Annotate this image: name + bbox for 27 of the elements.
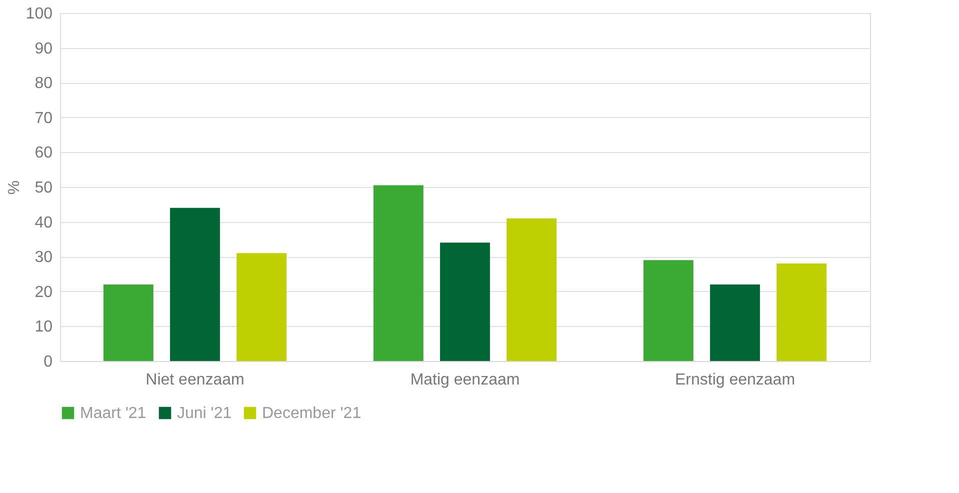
y-tick-label: 20 bbox=[34, 284, 53, 301]
y-tick-label: 70 bbox=[34, 110, 53, 127]
bar bbox=[506, 218, 557, 361]
bar bbox=[643, 260, 694, 361]
y-tick-label: 40 bbox=[34, 214, 53, 232]
legend-label: December '21 bbox=[262, 405, 362, 422]
y-tick-label: 100 bbox=[26, 6, 53, 22]
y-tick-label: 90 bbox=[34, 40, 53, 58]
y-tick-label: 60 bbox=[34, 144, 53, 162]
bar bbox=[776, 264, 827, 361]
x-tick-label: Niet eenzaam bbox=[146, 372, 244, 388]
y-tick-label: 50 bbox=[34, 180, 53, 196]
bar bbox=[170, 208, 220, 361]
x-tick-label: Matig eenzaam bbox=[410, 372, 520, 388]
legend-label: Maart '21 bbox=[80, 405, 146, 422]
bar bbox=[236, 253, 287, 361]
y-tick-label: 80 bbox=[34, 75, 53, 92]
x-tick-label: Ernstig eenzaam bbox=[674, 372, 796, 388]
y-axis-title: % bbox=[6, 180, 23, 195]
bar bbox=[103, 284, 154, 361]
bar bbox=[710, 284, 760, 361]
y-tick-label: 30 bbox=[34, 249, 53, 266]
bar bbox=[373, 185, 424, 361]
y-tick-label: 10 bbox=[34, 318, 53, 336]
bar bbox=[440, 242, 490, 361]
y-tick-label: 0 bbox=[44, 354, 53, 370]
legend-label: Juni '21 bbox=[177, 405, 232, 422]
